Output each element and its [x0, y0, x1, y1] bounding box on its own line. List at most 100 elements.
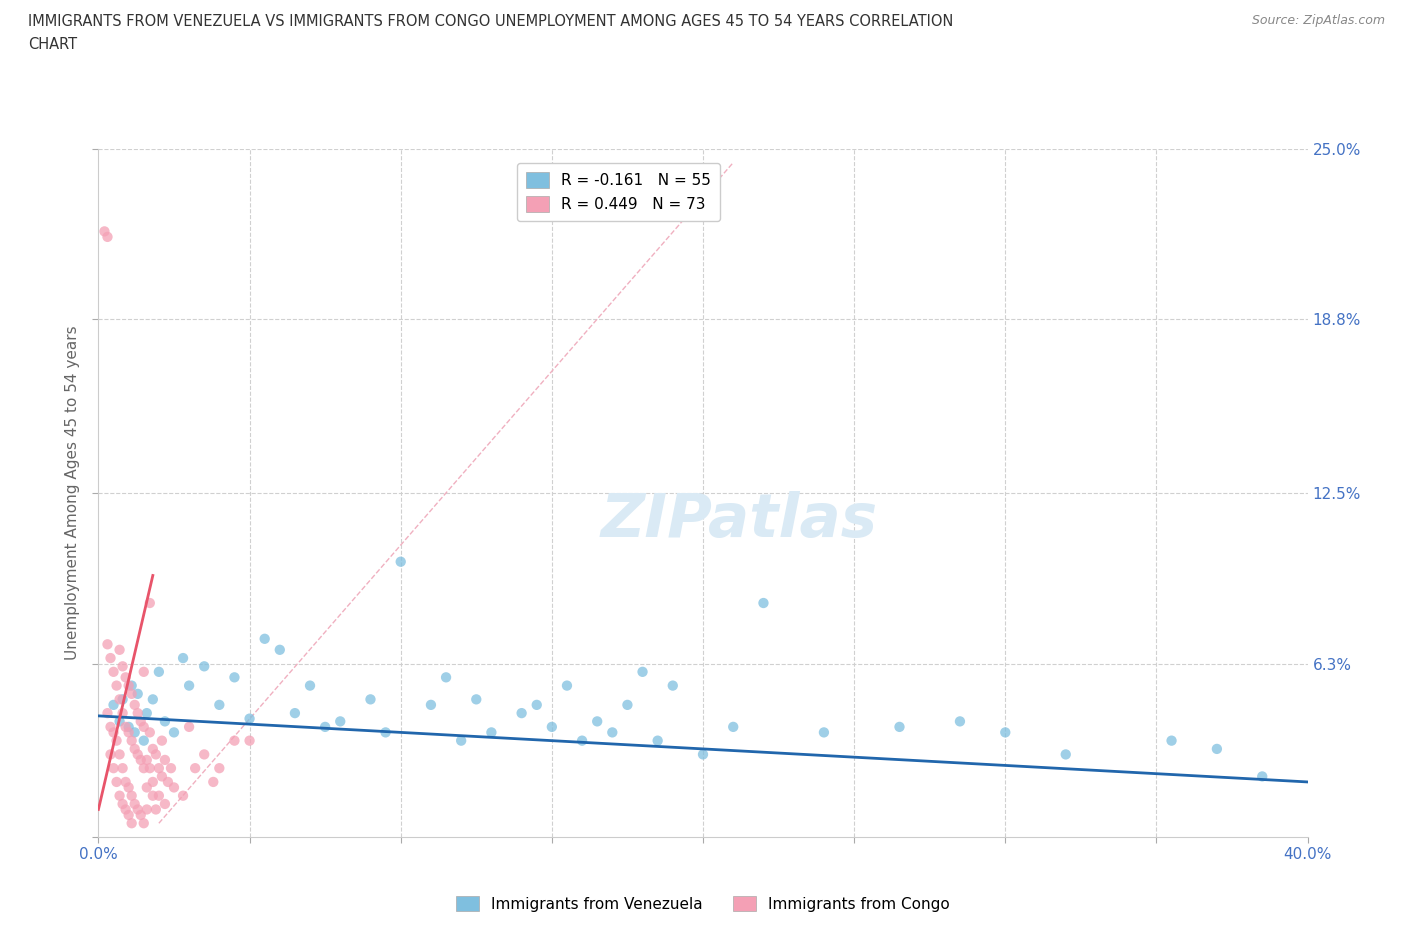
Point — [813, 725, 835, 740]
Point — [142, 692, 165, 707]
Point — [121, 678, 143, 693]
Point — [142, 741, 165, 756]
Point — [692, 747, 714, 762]
Point — [127, 686, 149, 701]
Point — [465, 692, 488, 707]
Point — [132, 664, 155, 679]
Point — [111, 761, 134, 776]
Point — [132, 761, 155, 776]
Point — [239, 711, 262, 726]
Point — [752, 595, 775, 610]
Point — [108, 643, 131, 658]
Point — [253, 631, 276, 646]
Point — [129, 807, 152, 822]
Text: CHART: CHART — [28, 37, 77, 52]
Point — [647, 733, 669, 748]
Point — [103, 761, 125, 776]
Point — [135, 752, 157, 767]
Point — [105, 678, 128, 693]
Legend: Immigrants from Venezuela, Immigrants from Congo: Immigrants from Venezuela, Immigrants fr… — [450, 889, 956, 918]
Point — [179, 678, 201, 693]
Point — [103, 664, 125, 679]
Point — [96, 706, 118, 721]
Point — [142, 789, 165, 804]
Point — [121, 733, 143, 748]
Point — [540, 720, 562, 735]
Point — [118, 807, 141, 822]
Point — [139, 595, 162, 610]
Point — [96, 230, 118, 245]
Point — [148, 789, 170, 804]
Point — [127, 802, 149, 817]
Point — [1206, 741, 1229, 756]
Point — [184, 761, 207, 776]
Point — [360, 692, 382, 707]
Point — [129, 714, 152, 729]
Point — [108, 692, 131, 707]
Point — [889, 720, 911, 735]
Point — [132, 733, 155, 748]
Point — [374, 725, 396, 740]
Point — [193, 658, 215, 673]
Point — [124, 698, 146, 712]
Point — [202, 775, 225, 790]
Point — [1251, 769, 1274, 784]
Point — [555, 678, 578, 693]
Point — [103, 698, 125, 712]
Point — [284, 706, 307, 721]
Point — [631, 664, 654, 679]
Point — [96, 637, 118, 652]
Point — [150, 769, 173, 784]
Point — [135, 780, 157, 795]
Point — [156, 775, 179, 790]
Point — [93, 224, 115, 239]
Point — [139, 761, 162, 776]
Point — [114, 775, 136, 790]
Point — [239, 733, 262, 748]
Point — [148, 664, 170, 679]
Point — [299, 678, 322, 693]
Point — [132, 816, 155, 830]
Point — [121, 816, 143, 830]
Point — [132, 720, 155, 735]
Point — [586, 714, 609, 729]
Point — [160, 761, 183, 776]
Point — [450, 733, 472, 748]
Point — [118, 780, 141, 795]
Point — [148, 761, 170, 776]
Point — [105, 733, 128, 748]
Point — [193, 747, 215, 762]
Point — [723, 720, 745, 735]
Point — [510, 706, 533, 721]
Point — [100, 651, 122, 666]
Point — [163, 780, 186, 795]
Point — [224, 670, 246, 684]
Point — [135, 802, 157, 817]
Point — [135, 706, 157, 721]
Point — [118, 725, 141, 740]
Point — [124, 796, 146, 811]
Point — [124, 741, 146, 756]
Point — [949, 714, 972, 729]
Y-axis label: Unemployment Among Ages 45 to 54 years: Unemployment Among Ages 45 to 54 years — [65, 326, 80, 660]
Point — [121, 686, 143, 701]
Text: IMMIGRANTS FROM VENEZUELA VS IMMIGRANTS FROM CONGO UNEMPLOYMENT AMONG AGES 45 TO: IMMIGRANTS FROM VENEZUELA VS IMMIGRANTS … — [28, 14, 953, 29]
Point — [108, 789, 131, 804]
Point — [118, 678, 141, 693]
Point — [208, 761, 231, 776]
Point — [114, 802, 136, 817]
Point — [111, 692, 134, 707]
Point — [150, 733, 173, 748]
Text: ZIPatlas: ZIPatlas — [600, 491, 877, 550]
Text: Source: ZipAtlas.com: Source: ZipAtlas.com — [1251, 14, 1385, 27]
Point — [111, 796, 134, 811]
Point — [139, 725, 162, 740]
Point — [172, 651, 194, 666]
Point — [314, 720, 336, 735]
Point — [420, 698, 443, 712]
Point — [224, 733, 246, 748]
Point — [1160, 733, 1182, 748]
Point — [127, 706, 149, 721]
Point — [571, 733, 593, 748]
Point — [114, 670, 136, 684]
